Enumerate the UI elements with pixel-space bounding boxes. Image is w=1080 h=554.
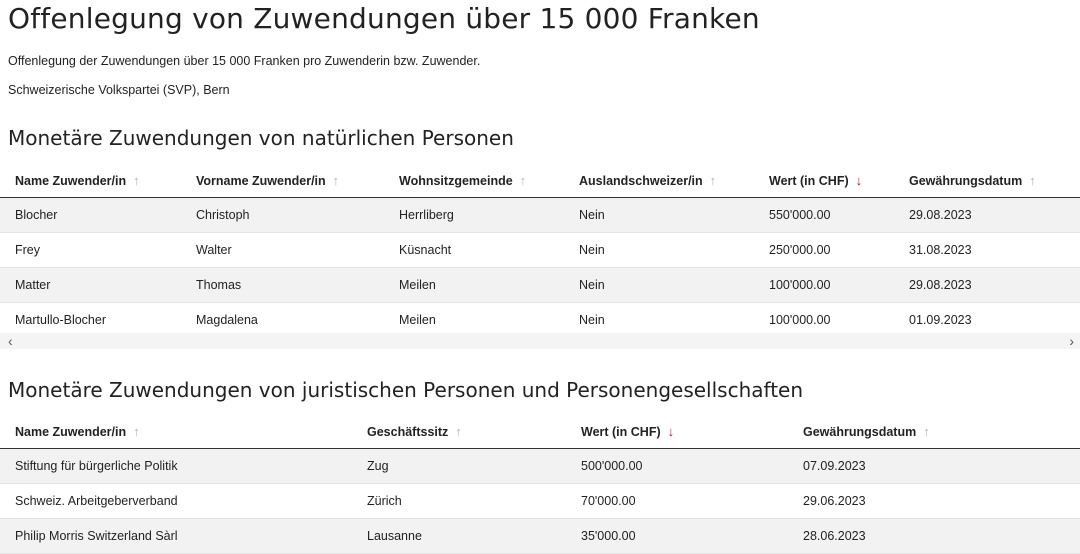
cell-gemeinde: Meilen xyxy=(384,267,564,303)
arrow-up-icon[interactable]: ↑ xyxy=(1029,172,1036,188)
column-header-datum[interactable]: Gewährungsdatum ↑ xyxy=(788,414,1080,449)
arrow-up-icon[interactable]: ↑ xyxy=(332,172,340,188)
cell-name: Frey xyxy=(0,232,181,268)
cell-gemeinde: Herrliberg xyxy=(384,197,564,233)
table-header-row: Name Zuwender/in ↑ Geschäftssitz ↑ Wert (i… xyxy=(0,414,1080,449)
table-row: Frey Walter Küsnacht Nein 250'000.00 31.… xyxy=(0,232,1080,268)
arrow-down-icon[interactable]: ↓ xyxy=(855,172,863,188)
page-title: Offenlegung von Zuwendungen über 15 000 … xyxy=(8,2,760,35)
cell-name: Stiftung für bürgerliche Politik xyxy=(0,448,352,484)
cell-wert: 500'000.00 xyxy=(566,448,788,484)
cell-vorname: Thomas xyxy=(181,267,384,303)
column-header-name[interactable]: Name Zuwender/in ↑ xyxy=(0,414,352,449)
scroll-right-icon[interactable]: › xyxy=(1069,333,1074,349)
cell-datum: 29.08.2023 xyxy=(894,197,1080,233)
cell-wert: 35'000.00 xyxy=(566,518,788,554)
arrow-up-icon[interactable]: ↑ xyxy=(133,423,140,439)
natural-persons-heading: Monetäre Zuwendungen von natürlichen Per… xyxy=(8,126,514,150)
arrow-up-icon[interactable]: ↑ xyxy=(923,423,930,439)
column-header-wert[interactable]: Wert (in CHF) ↓ xyxy=(754,163,894,198)
cell-vorname: Walter xyxy=(181,232,384,268)
scroll-left-icon[interactable]: ‹ xyxy=(8,333,13,349)
cell-datum: 01.09.2023 xyxy=(894,302,1080,338)
legal-persons-heading: Monetäre Zuwendungen von juristischen Pe… xyxy=(8,378,804,402)
cell-wert: 100'000.00 xyxy=(754,267,894,303)
arrow-up-icon[interactable]: ↑ xyxy=(133,172,140,188)
cell-ausland: Nein xyxy=(564,302,754,338)
column-header-geschaeftssitz[interactable]: Geschäftssitz ↑ xyxy=(352,414,566,449)
cell-sitz: Lausanne xyxy=(352,518,566,554)
arrow-up-icon[interactable]: ↑ xyxy=(455,423,462,439)
cell-name: Blocher xyxy=(0,197,181,233)
cell-vorname: Christoph xyxy=(181,197,384,233)
cell-datum: 31.08.2023 xyxy=(894,232,1080,268)
cell-ausland: Nein xyxy=(564,267,754,303)
cell-ausland: Nein xyxy=(564,197,754,233)
natural-persons-table: Name Zuwender/in ↑ Vorname Zuwender/in ↑ W… xyxy=(0,163,1080,338)
table-row: Stiftung für bürgerliche Politik Zug 500… xyxy=(0,448,1080,484)
table-row: Blocher Christoph Herrliberg Nein 550'00… xyxy=(0,197,1080,233)
cell-name: Matter xyxy=(0,267,181,303)
party-name: Schweizerische Volkspartei (SVP), Bern xyxy=(8,83,230,97)
column-header-wert[interactable]: Wert (in CHF) ↓ xyxy=(566,414,788,449)
cell-datum: 28.06.2023 xyxy=(788,518,1080,554)
table-row: Philip Morris Switzerland Sàrl Lausanne … xyxy=(0,518,1080,554)
cell-wert: 250'000.00 xyxy=(754,232,894,268)
column-header-vorname[interactable]: Vorname Zuwender/in ↑ xyxy=(181,163,384,198)
cell-wert: 550'000.00 xyxy=(754,197,894,233)
cell-sitz: Zug xyxy=(352,448,566,484)
column-header-datum[interactable]: Gewährungsdatum ↑ xyxy=(894,163,1080,198)
cell-datum: 07.09.2023 xyxy=(788,448,1080,484)
arrow-down-icon[interactable]: ↓ xyxy=(667,423,675,439)
horizontal-scrollbar[interactable]: ‹ › xyxy=(0,333,1080,349)
cell-name: Philip Morris Switzerland Sàrl xyxy=(0,518,352,554)
column-header-auslandschweizer[interactable]: Auslandschweizer/in ↑ xyxy=(564,163,754,198)
table-header-row: Name Zuwender/in ↑ Vorname Zuwender/in ↑ W… xyxy=(0,163,1080,198)
table-row: Schweiz. Arbeitgeberverband Zürich 70'00… xyxy=(0,483,1080,519)
table-row: Matter Thomas Meilen Nein 100'000.00 29.… xyxy=(0,267,1080,303)
arrow-up-icon[interactable]: ↑ xyxy=(709,172,717,188)
arrow-up-icon[interactable]: ↑ xyxy=(519,172,527,188)
cell-datum: 29.08.2023 xyxy=(894,267,1080,303)
page-description: Offenlegung der Zuwendungen über 15 000 … xyxy=(8,54,481,68)
column-header-wohnsitzgemeinde[interactable]: Wohnsitzgemeinde ↑ xyxy=(384,163,564,198)
column-header-name[interactable]: Name Zuwender/in ↑ xyxy=(0,163,181,198)
cell-gemeinde: Küsnacht xyxy=(384,232,564,268)
cell-name: Martullo-Blocher xyxy=(0,302,181,338)
cell-sitz: Zürich xyxy=(352,483,566,519)
cell-datum: 29.06.2023 xyxy=(788,483,1080,519)
cell-name: Schweiz. Arbeitgeberverband xyxy=(0,483,352,519)
legal-persons-table: Name Zuwender/in ↑ Geschäftssitz ↑ Wert (i… xyxy=(0,414,1080,554)
cell-ausland: Nein xyxy=(564,232,754,268)
cell-wert: 70'000.00 xyxy=(566,483,788,519)
